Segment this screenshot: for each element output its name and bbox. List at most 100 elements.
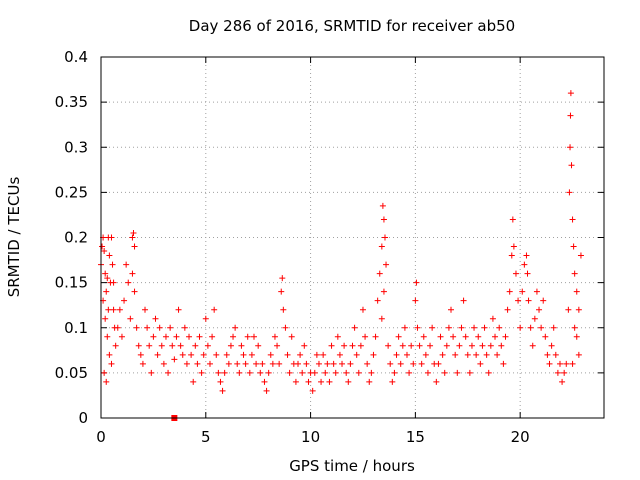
x-tick-label: 10: [301, 428, 320, 446]
data-point: [370, 351, 377, 358]
data-point: [464, 351, 471, 358]
data-point: [413, 279, 420, 286]
data-point: [320, 351, 327, 358]
data-point: [351, 324, 358, 331]
data-point: [383, 261, 390, 268]
x-tick-label: 15: [406, 428, 425, 446]
data-point: [570, 243, 577, 250]
data-point: [339, 360, 346, 367]
data-point: [137, 351, 144, 358]
data-point: [496, 324, 503, 331]
data-point: [389, 378, 396, 385]
y-tick-label: 0.3: [64, 138, 88, 156]
grid: [101, 57, 604, 418]
tick-labels: 0 5 10 15 20 0 0.05 0.1 0.15 0.2 0.25 0.3 0.35 0.4: [55, 48, 530, 446]
data-point: [401, 324, 408, 331]
data-point: [225, 360, 232, 367]
data-point: [481, 324, 488, 331]
data-point: [523, 252, 530, 259]
data-point: [542, 333, 549, 340]
data-point: [242, 360, 249, 367]
y-tick-label: 0: [78, 409, 88, 427]
data-point: [406, 369, 413, 376]
data-point: [330, 360, 337, 367]
data-point: [418, 360, 425, 367]
data-point: [101, 248, 108, 255]
data-point: [563, 360, 570, 367]
data-point: [479, 342, 486, 349]
data-point: [102, 315, 109, 322]
data-point: [524, 270, 531, 277]
y-tick-label: 0.15: [55, 274, 88, 292]
data-point: [160, 360, 167, 367]
data-point: [427, 342, 434, 349]
data-point: [108, 234, 115, 241]
data-point: [567, 112, 574, 119]
data-point: [462, 333, 469, 340]
data-point: [139, 360, 146, 367]
data-point: [466, 369, 473, 376]
data-point: [309, 387, 316, 394]
data-point: [179, 351, 186, 358]
data-point: [244, 333, 251, 340]
data-point: [571, 270, 578, 277]
data-point: [575, 306, 582, 313]
data-point: [435, 360, 442, 367]
data-point: [512, 270, 519, 277]
data-point: [334, 333, 341, 340]
data-point: [485, 369, 492, 376]
data-point: [483, 351, 490, 358]
data-point: [336, 351, 343, 358]
data-point: [529, 342, 536, 349]
data-point: [288, 333, 295, 340]
data-point: [573, 288, 580, 295]
data-point: [403, 351, 410, 358]
data-point: [313, 351, 320, 358]
data-point: [171, 356, 178, 363]
y-tick-label: 0.05: [55, 364, 88, 382]
data-point: [525, 297, 532, 304]
y-tick-label: 0.4: [64, 48, 88, 66]
data-point: [567, 90, 574, 97]
data-point: [311, 369, 318, 376]
data-point: [567, 144, 574, 151]
data-point: [123, 261, 130, 268]
data-point: [502, 333, 509, 340]
data-point: [177, 342, 184, 349]
data-point: [295, 360, 302, 367]
data-point: [267, 351, 274, 358]
data-point: [175, 306, 182, 313]
data-point: [420, 333, 427, 340]
data-point: [492, 333, 499, 340]
data-point: [399, 342, 406, 349]
data-point: [536, 306, 543, 313]
data-point: [500, 360, 507, 367]
data-point: [130, 229, 137, 236]
data-point: [569, 216, 576, 223]
x-tick-label: 20: [511, 428, 530, 446]
data-point: [441, 369, 448, 376]
y-tick-label: 0.25: [55, 183, 88, 201]
data-point: [353, 351, 360, 358]
data-point: [326, 378, 333, 385]
data-point: [219, 387, 226, 394]
data-point: [305, 378, 312, 385]
data-point: [517, 324, 524, 331]
data-point: [378, 315, 385, 322]
data-point: [559, 378, 566, 385]
y-axis-label: SRMTID / TECUs: [5, 177, 23, 298]
data-point: [110, 279, 117, 286]
data-point: [410, 360, 417, 367]
data-point: [366, 378, 373, 385]
data-point: [234, 360, 241, 367]
data-point: [437, 333, 444, 340]
data-point: [246, 369, 253, 376]
data-point: [165, 369, 172, 376]
data-point: [372, 333, 379, 340]
data-point: [211, 306, 218, 313]
data-point: [142, 306, 149, 313]
data-point: [297, 351, 304, 358]
data-point: [328, 342, 335, 349]
data-point: [154, 351, 161, 358]
data-point: [284, 351, 291, 358]
